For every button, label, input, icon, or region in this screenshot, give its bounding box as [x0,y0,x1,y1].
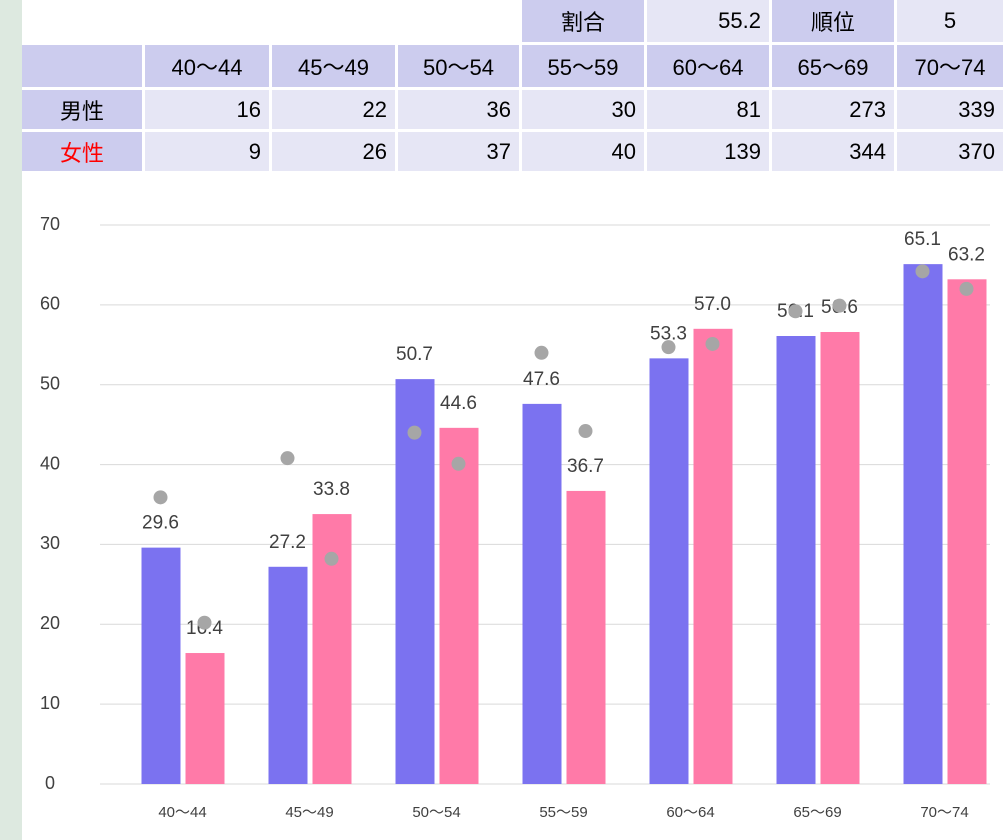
y-tick-label: 30 [40,533,60,553]
bar [693,328,733,784]
table-cell [22,45,142,87]
dot [324,551,339,566]
y-tick-label: 40 [40,453,60,473]
table-cell: 男性 [22,90,142,129]
x-tick-label: 65〜69 [793,804,841,821]
dot [915,264,930,279]
dot [153,490,168,505]
bar [820,332,860,784]
table-cell: 割合 [522,0,644,42]
data-label: 57.0 [694,294,731,315]
x-tick-label: 60〜64 [666,804,714,821]
y-tick-label: 10 [40,693,60,713]
table-cell: 5 [897,0,1003,42]
dot [197,615,212,630]
table-cell: 55〜59 [522,45,644,87]
x-tick-label: 50〜54 [412,804,460,821]
dot [705,336,720,351]
y-tick-label: 0 [45,773,55,793]
table-cell: 30 [522,90,644,129]
dot [788,304,803,319]
table-cell: 36 [398,90,519,129]
data-label: 65.1 [904,229,941,250]
table-cell: 55.2 [647,0,769,42]
data-label: 50.7 [396,344,433,365]
dot [280,451,295,466]
table-cell: 339 [897,90,1003,129]
side-strip [0,0,22,840]
bar [776,336,816,784]
x-tick-label: 70〜74 [920,804,968,821]
bar [141,547,181,784]
bar [903,264,943,784]
table-cell: 順位 [772,0,894,42]
table-cell: 139 [647,132,769,171]
data-label: 33.8 [313,479,350,500]
table-cell: 273 [772,90,894,129]
bar [947,279,987,784]
dot [832,298,847,313]
data-label: 36.7 [567,456,604,477]
table-cell: 70〜74 [897,45,1003,87]
bar [268,566,308,784]
dot [578,424,593,439]
bar [522,403,562,784]
dot [534,345,549,360]
dot [407,425,422,440]
bar [649,358,689,784]
table-cell: 50〜54 [398,45,519,87]
table-cell: 60〜64 [647,45,769,87]
dot [661,340,676,355]
x-tick-label: 45〜49 [285,804,333,821]
table-cell: 37 [398,132,519,171]
table-cell: 81 [647,90,769,129]
y-tick-label: 70 [40,214,60,234]
bar [439,427,479,784]
bar [395,379,435,784]
table-cell: 26 [272,132,395,171]
table-cell: 9 [145,132,269,171]
y-tick-label: 50 [40,373,60,393]
data-label: 44.6 [440,393,477,414]
table-cell: 22 [272,90,395,129]
x-tick-label: 55〜59 [539,804,587,821]
dot [451,456,466,471]
data-label: 53.3 [650,323,687,344]
table-cell: 女性 [22,132,142,171]
data-label: 27.2 [269,532,306,553]
table-cell: 65〜69 [772,45,894,87]
bar [185,653,225,784]
x-tick-label: 40〜44 [158,804,206,821]
table-cell: 40 [522,132,644,171]
y-tick-label: 60 [40,294,60,314]
table-cell: 40〜44 [145,45,269,87]
y-tick-label: 20 [40,613,60,633]
table-cell: 344 [772,132,894,171]
table-cell: 16 [145,90,269,129]
table-cell: 45〜49 [272,45,395,87]
dot [959,281,974,296]
data-label: 63.2 [948,244,985,265]
bar [566,490,606,784]
table-cell: 370 [897,132,1003,171]
data-label: 29.6 [142,513,179,534]
data-label: 47.6 [523,369,560,390]
